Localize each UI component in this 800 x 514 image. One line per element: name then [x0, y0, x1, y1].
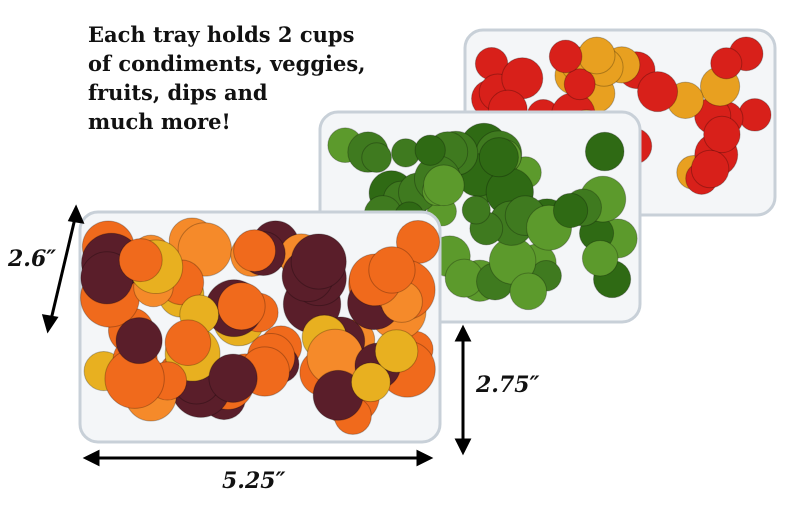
food-piece — [552, 192, 589, 229]
food-piece — [118, 238, 163, 283]
food-piece — [208, 353, 258, 403]
tray-carrots — [78, 210, 442, 444]
food-piece — [563, 68, 596, 101]
food-piece — [164, 319, 212, 366]
food-piece — [703, 115, 741, 154]
tray-broccoli — [318, 110, 642, 324]
food-piece — [509, 272, 548, 311]
food-piece — [115, 317, 163, 365]
food-piece — [690, 149, 730, 189]
food-piece — [361, 142, 392, 173]
food-piece — [368, 246, 416, 294]
food-piece — [290, 233, 347, 290]
food-piece — [478, 137, 519, 178]
food-piece — [584, 131, 625, 172]
caption-line: fruits, dips and — [88, 80, 268, 105]
food-piece — [233, 229, 277, 273]
caption-text: Each tray holds 2 cups of condiments, ve… — [88, 20, 365, 136]
food-piece — [738, 98, 772, 132]
food-piece — [423, 164, 465, 207]
food-piece — [461, 195, 491, 225]
food-piece — [217, 282, 266, 331]
food-piece — [581, 239, 619, 277]
caption-line: Each tray holds 2 cups — [88, 22, 355, 47]
depth-label: 2.6″ — [8, 246, 57, 272]
food-piece — [710, 47, 743, 80]
width-label: 5.25″ — [222, 468, 286, 494]
food-piece — [637, 71, 679, 113]
height-label: 2.75″ — [476, 372, 540, 398]
food-piece — [350, 362, 391, 403]
caption-line: of condiments, veggies, — [88, 51, 366, 76]
food-piece — [414, 134, 446, 166]
food-piece — [577, 36, 616, 75]
caption-line: much more! — [88, 109, 231, 134]
dimension-arrows — [41, 204, 472, 467]
depth-arrow — [48, 213, 78, 325]
food-piece — [374, 329, 419, 373]
food-piece — [548, 39, 583, 74]
